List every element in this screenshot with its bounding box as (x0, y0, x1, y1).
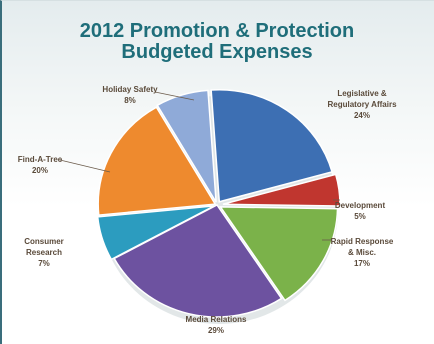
slice-name-label: Rapid Response (331, 237, 394, 246)
pie-slice-rapid-response-misc (219, 206, 339, 302)
slice-value-label: 20% (32, 166, 48, 175)
pie-slice-development (222, 173, 341, 207)
slice-name-label: Consumer (24, 237, 64, 246)
pie-slice-find-a-tree (97, 106, 217, 216)
slice-name-label: Research (26, 248, 62, 257)
pie-slice-legislative-regulatory-affairs (210, 88, 334, 203)
slice-name-label: Find-A-Tree (18, 155, 63, 164)
slice-value-label: 24% (354, 111, 370, 120)
slice-value-label: 7% (38, 259, 50, 268)
chart-title-line-2: Budgeted Expenses (121, 41, 313, 63)
slice-value-label: 5% (354, 212, 366, 221)
slice-value-label: 8% (124, 96, 136, 105)
slice-name-label: Holiday Safety (102, 85, 158, 94)
slice-value-label: 17% (354, 259, 370, 268)
chart-title-line-1: 2012 Promotion & Protection (79, 20, 355, 42)
slice-name-label: Media Relations (186, 315, 247, 324)
slice-label: Consumer Research 7% (24, 237, 64, 268)
slice-label: Media Relations 29% (186, 315, 247, 335)
slice-label: Legislative & Regulatory Affairs 24% (327, 89, 397, 120)
leader-line (59, 159, 111, 173)
slice-name-label: Regulatory Affairs (327, 100, 397, 109)
slice-name-label: Legislative & (337, 89, 387, 98)
slice-label: Rapid Response & Misc. 17% (331, 237, 394, 268)
slice-label: Development 5% (335, 201, 386, 221)
pie-slice-consumer-research (96, 205, 215, 261)
slice-label: Find-A-Tree 20% (18, 155, 63, 175)
slice-label: Holiday Safety 8% (102, 85, 158, 105)
slice-value-label: 29% (208, 326, 224, 335)
slice-name-label: & Misc. (348, 248, 376, 257)
leader-line (154, 91, 195, 101)
pie-slice-holiday-safety (156, 89, 217, 203)
pie-slice-media-relations (113, 204, 283, 318)
slice-name-label: Development (335, 201, 386, 210)
